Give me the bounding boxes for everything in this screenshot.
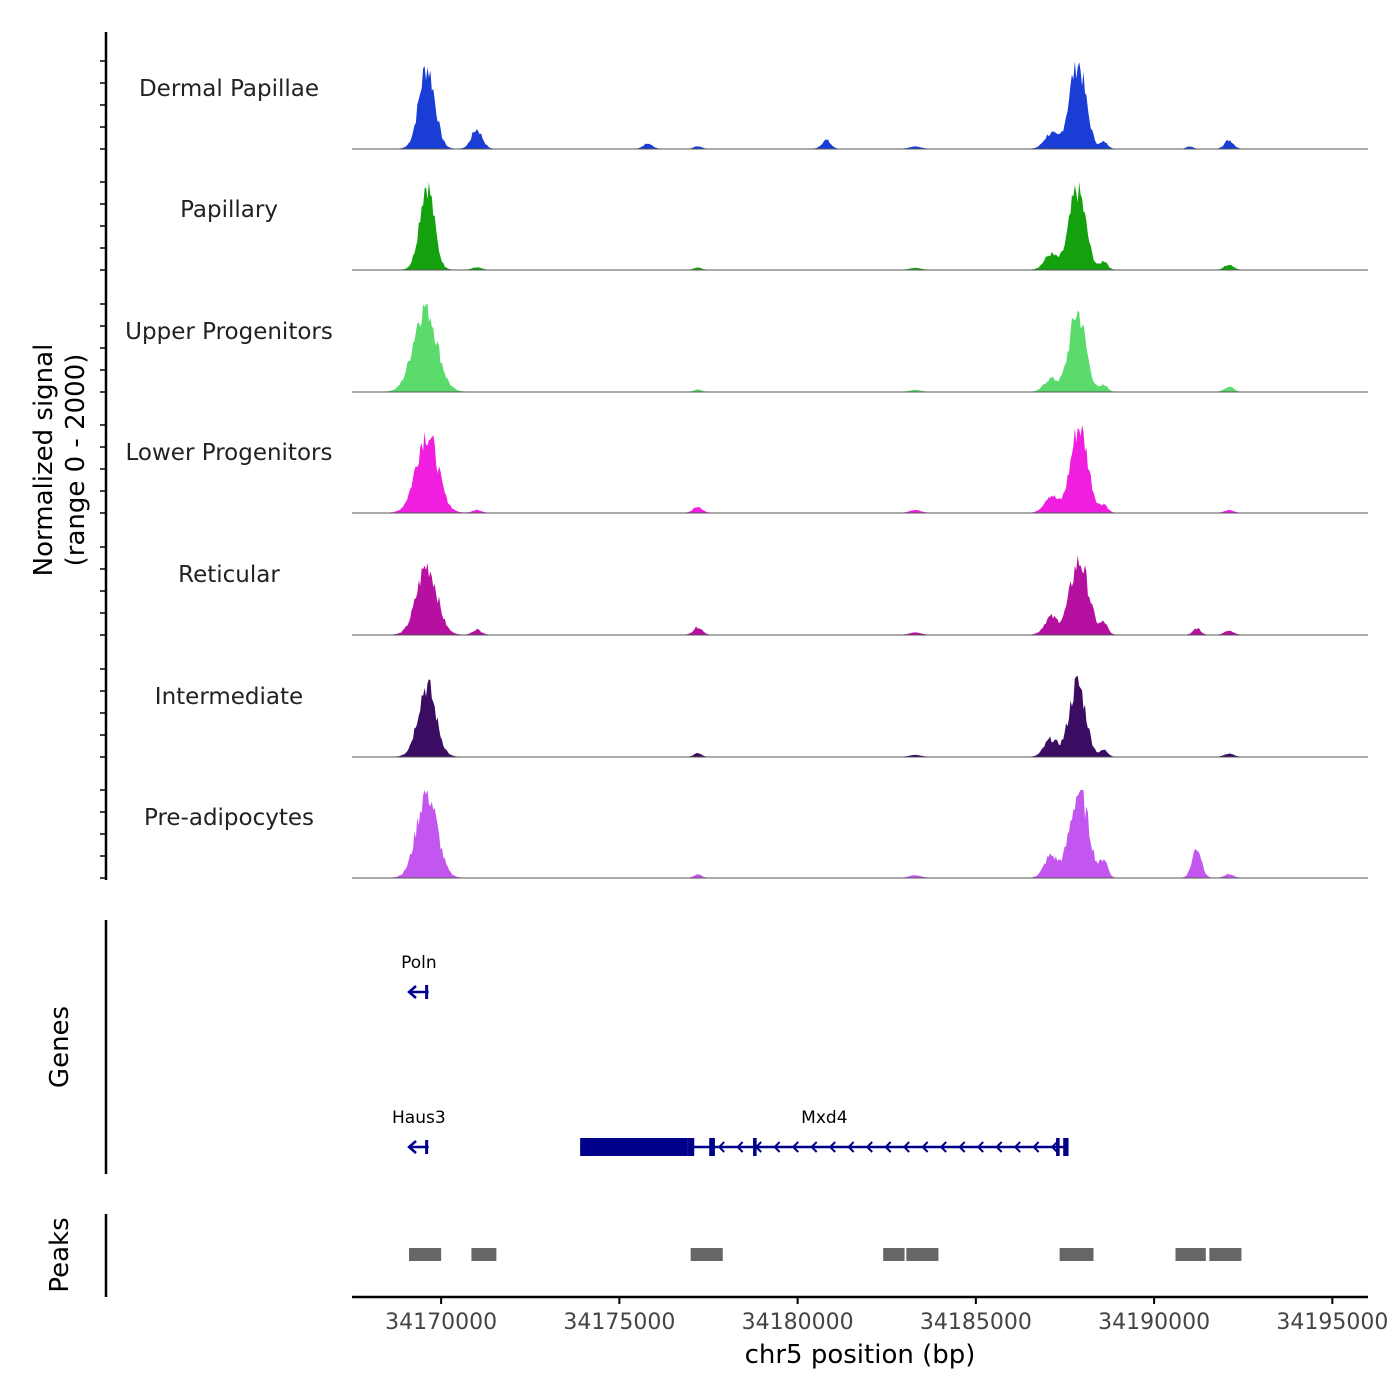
strand-chevron (791, 1141, 799, 1153)
gene-label: Poln (401, 953, 437, 973)
strand-chevron (717, 1141, 725, 1153)
coverage-area-5 (352, 675, 1368, 757)
y-axis-label-line-2: (range 0 - 2000) (61, 354, 91, 567)
strand-chevron (407, 985, 417, 999)
track-label-5: Intermediate (155, 684, 303, 710)
strand-chevron (810, 1141, 818, 1153)
x-tick-label: 34190000 (1098, 1310, 1210, 1335)
track-label-0: Dermal Papillae (139, 76, 319, 102)
peak-region (906, 1248, 939, 1261)
x-tick-label: 34170000 (385, 1310, 497, 1335)
genes-panel-label: Genes (45, 1006, 75, 1088)
track-labels: Dermal Papillae Papillary Upper Progenitor… (125, 76, 333, 831)
gene-label: Haus3 (392, 1108, 446, 1128)
strand-chevron (865, 1141, 873, 1153)
coverage-area-4 (352, 555, 1368, 635)
x-tick-label: 34180000 (742, 1310, 854, 1335)
peak-region (883, 1248, 905, 1261)
peak-region (1209, 1248, 1242, 1261)
strand-chevron (736, 1141, 744, 1153)
peak-regions (409, 1248, 1242, 1261)
track-label-1: Papillary (180, 197, 278, 223)
gene-label: Mxd4 (801, 1108, 847, 1128)
coverage-tracks (352, 61, 1368, 879)
x-axis: 34170000 34175000 34180000 34185000 34190000… (352, 1295, 1388, 1335)
peak-region (690, 1248, 723, 1261)
gene-exon (580, 1138, 688, 1156)
strand-chevron (1032, 1141, 1040, 1153)
gene-exon (709, 1138, 715, 1156)
x-axis-label: chr5 position (bp) (745, 1340, 976, 1370)
gene-exon (687, 1138, 695, 1156)
strand-chevron (1013, 1141, 1021, 1153)
peak-region (1059, 1248, 1094, 1261)
peak-region (1175, 1248, 1206, 1261)
track-label-2: Upper Progenitors (125, 319, 333, 345)
track-label-4: Reticular (178, 562, 280, 588)
y-axis-label-line-1: Normalized signal (29, 344, 59, 577)
coverage-area-2 (352, 304, 1368, 392)
gene-exon (1056, 1138, 1060, 1156)
strand-chevron (976, 1141, 984, 1153)
strand-chevron (958, 1141, 966, 1153)
strand-chevron (902, 1141, 910, 1153)
gene-exon (1063, 1138, 1069, 1156)
strand-chevron (773, 1141, 781, 1153)
peaks-panel-label: Peaks (45, 1217, 75, 1292)
peak-region (409, 1248, 442, 1261)
strand-chevron (1050, 1141, 1058, 1153)
track-label-6: Pre-adipocytes (144, 805, 314, 831)
coverage-area-3 (352, 425, 1368, 513)
strand-chevron (921, 1141, 929, 1153)
coverage-area-0 (352, 61, 1368, 149)
strand-chevron (407, 1140, 417, 1154)
signal-y-axis (100, 32, 108, 880)
x-tick-label: 34195000 (1276, 1310, 1388, 1335)
track-label-3: Lower Progenitors (126, 440, 333, 466)
peak-region (471, 1248, 497, 1261)
strand-chevron (939, 1141, 947, 1153)
strand-chevron (884, 1141, 892, 1153)
strand-chevron (847, 1141, 855, 1153)
x-tick-label: 34185000 (920, 1310, 1032, 1335)
strand-chevron (828, 1141, 836, 1153)
coverage-area-6 (352, 790, 1368, 878)
coverage-area-1 (352, 182, 1368, 270)
strand-chevron (754, 1141, 762, 1153)
x-tick-label: 34175000 (563, 1310, 675, 1335)
gene-annotations: Poln Haus3 Mxd4 (392, 953, 1069, 1156)
strand-chevron (995, 1141, 1003, 1153)
